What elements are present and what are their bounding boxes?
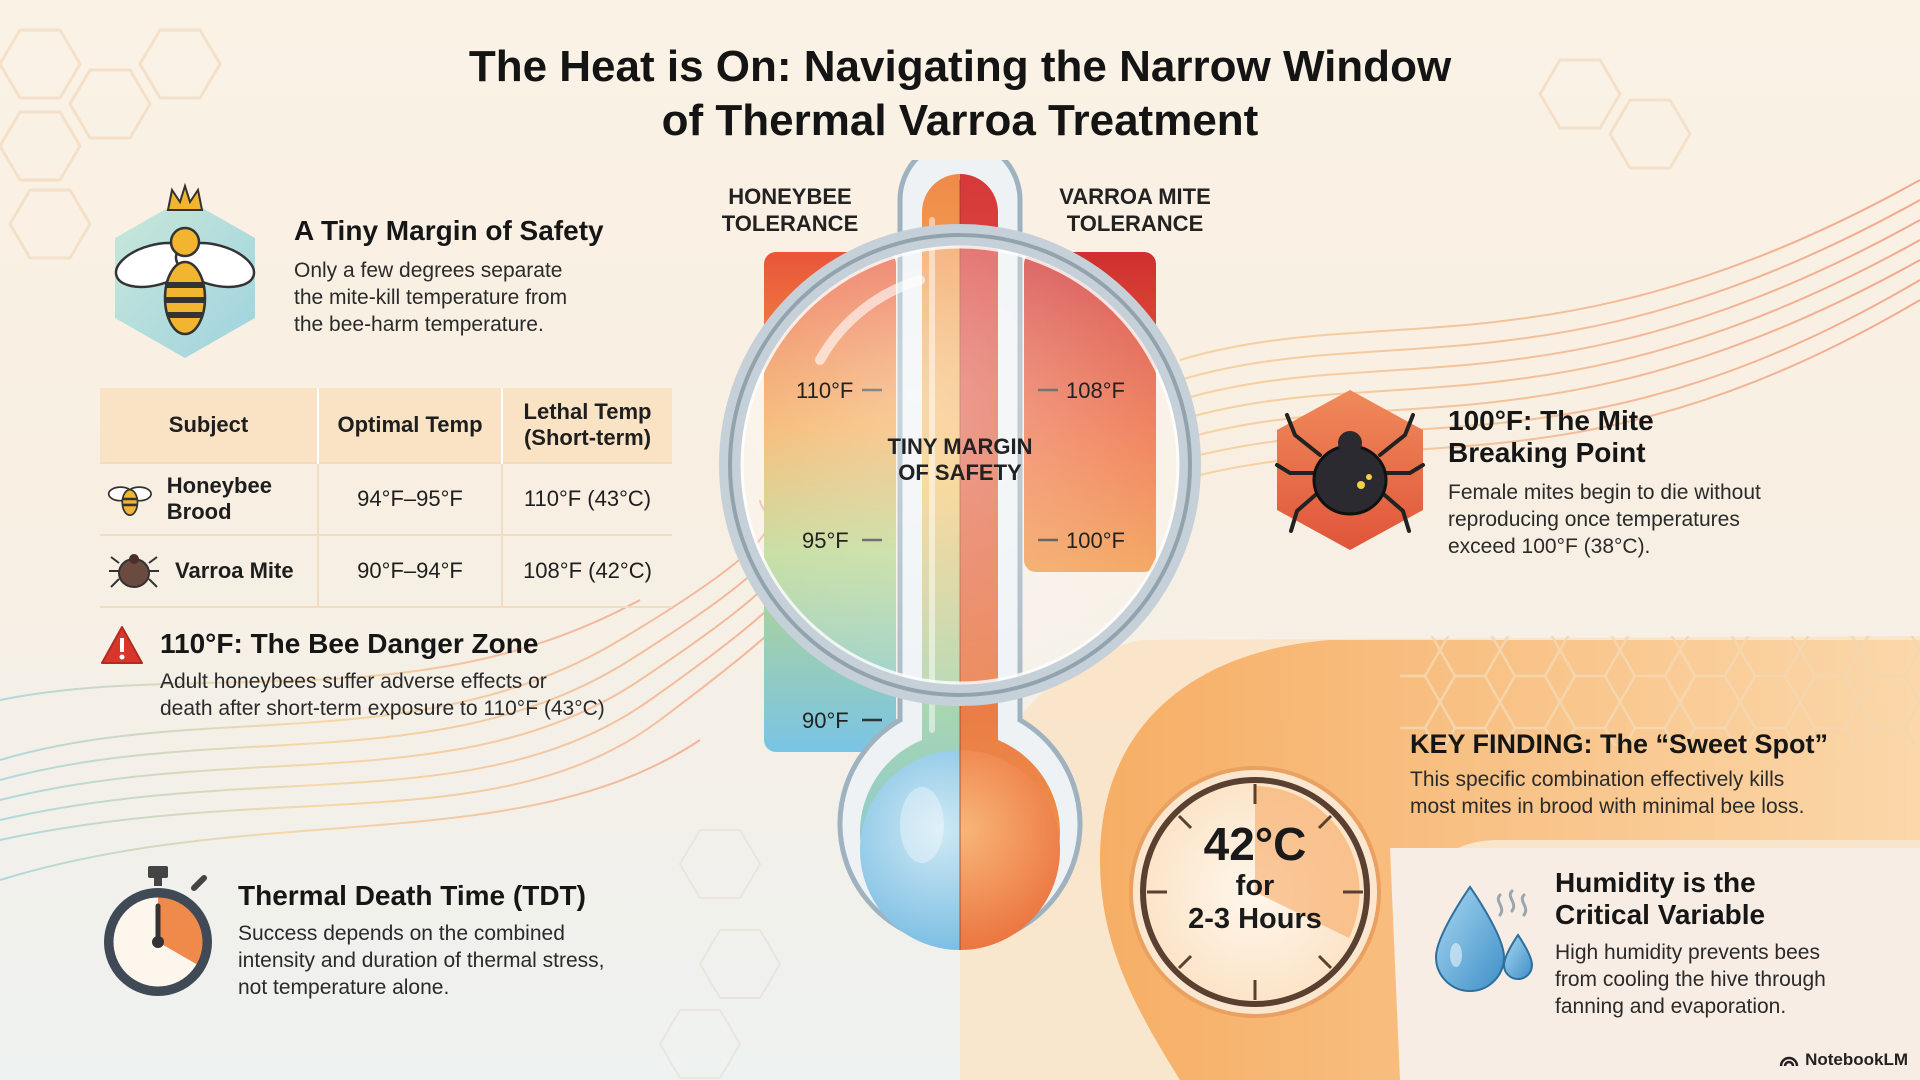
key-finding-heading: KEY FINDING: The “Sweet Spot” [1410, 729, 1829, 759]
table-row: Varroa Mite 90°F–94°F 108°F (42°C) [100, 534, 672, 608]
humidity-body: High humidity prevents bees from cooling… [1555, 939, 1826, 1020]
danger-body-line: death after short-term exposure to 110°F… [160, 697, 605, 720]
cell-lethal: 108°F (42°C) [502, 534, 672, 608]
margin-body: Only a few degrees separate the mite-kil… [294, 257, 604, 338]
humidity-heading-line: Critical Variable [1555, 899, 1766, 930]
magnifier-icon [719, 224, 1201, 706]
clock-dial-icon [1129, 766, 1381, 1018]
honeybee-tolerance-label: HONEYBEE TOLERANCE [721, 184, 859, 236]
tdt-body-line: not temperature alone. [238, 976, 450, 999]
brand-name: NotebookLM [1805, 1050, 1908, 1069]
cell-subject: Honeybee Brood [100, 462, 319, 535]
margin-body-line: the mite-kill temperature from [294, 286, 568, 309]
tdt-heading: Thermal Death Time (TDT) [238, 880, 586, 911]
mite-heading-line: Breaking Point [1448, 437, 1646, 468]
margin-body-line: the bee-harm temperature. [294, 313, 544, 336]
tdt-body-line: intensity and duration of thermal stress… [238, 949, 605, 972]
dial-temperature: 42°C [1203, 818, 1307, 870]
margin-body-line: Only a few degrees separate [294, 259, 563, 282]
humidity-body-line: fanning and evaporation. [1555, 995, 1787, 1018]
mite-body: Female mites begin to die without reprod… [1448, 479, 1761, 560]
stopwatch-icon [104, 866, 212, 996]
notebooklm-logo-icon [1779, 1056, 1799, 1067]
tick-label-90: 90°F [802, 708, 849, 733]
cell-optimal: 90°F–94°F [318, 534, 503, 608]
page-title: The Heat is On: Navigating the Narrow Wi… [300, 40, 1620, 148]
dial-for: for [1235, 870, 1275, 902]
dial-duration: 2-3 Hours [1188, 903, 1322, 935]
table-row: Honeybee Brood 94°F–95°F 110°F (43°C) [100, 462, 672, 535]
humidity-heading-line: Humidity is the [1555, 867, 1756, 898]
subject-label: Honeybee Brood [166, 473, 272, 524]
mite-heading-line: 100°F: The Mite [1448, 405, 1654, 436]
table-header-row: Subject Optimal Temp Lethal Temp (Short-… [100, 388, 672, 463]
tolerance-table: Subject Optimal Temp Lethal Temp (Short-… [100, 388, 672, 608]
mite-heading: 100°F: The Mite Breaking Point [1448, 405, 1761, 469]
warning-icon [101, 626, 143, 664]
key-finding-body: This specific combination effectively ki… [1410, 766, 1828, 820]
mite-icon [1275, 390, 1425, 550]
mite-body-line: reproducing once temperatures [1448, 508, 1740, 531]
crowned-bee-icon [114, 182, 256, 358]
mite-body-line: Female mites begin to die without [1448, 481, 1761, 504]
tick-label-95: 95°F [802, 528, 849, 553]
tdt-body-line: Success depends on the combined [238, 922, 565, 945]
header-subject: Subject [100, 388, 319, 463]
tick-label-110: 110°F [796, 378, 854, 403]
key-finding-body-line: most mites in brood with minimal bee los… [1410, 795, 1805, 818]
mite-icon [109, 554, 159, 588]
cell-subject: Varroa Mite [100, 534, 319, 608]
tdt-body: Success depends on the combined intensit… [238, 920, 605, 1001]
humidity-body-line: High humidity prevents bees [1555, 941, 1820, 964]
mite-body-line: exceed 100°F (38°C). [1448, 535, 1651, 558]
cell-lethal: 110°F (43°C) [502, 462, 672, 535]
subject-label: Varroa Mite [175, 558, 294, 583]
thermometer-graphic [719, 160, 1201, 950]
cell-optimal: 94°F–95°F [318, 462, 503, 535]
danger-body: Adult honeybees suffer adverse effects o… [160, 668, 605, 722]
bee-icon [107, 486, 152, 516]
tick-label-108: 108°F [1066, 378, 1125, 403]
danger-body-line: Adult honeybees suffer adverse effects o… [160, 670, 547, 693]
sweet-spot-dial-text: 42°C for 2-3 Hours [1135, 818, 1375, 936]
header-lethal: Lethal Temp (Short-term) [502, 388, 672, 463]
humidity-body-line: from cooling the hive through [1555, 968, 1826, 991]
brand-watermark: NotebookLM [1779, 1050, 1908, 1070]
key-finding-body-line: This specific combination effectively ki… [1410, 768, 1785, 791]
mite-tolerance-label: VARROA MITE TOLERANCE [1059, 184, 1211, 236]
header-optimal: Optimal Temp [318, 388, 503, 463]
tick-label-100: 100°F [1066, 528, 1125, 553]
water-drop-icon [1434, 885, 1534, 992]
tiny-margin-label: TINY MARGIN OF SAFETY [887, 434, 1033, 485]
danger-heading: 110°F: The Bee Danger Zone [160, 628, 539, 659]
humidity-heading: Humidity is the Critical Variable [1555, 867, 1826, 931]
title-line-2: of Thermal Varroa Treatment [661, 96, 1259, 145]
title-line-1: The Heat is On: Navigating the Narrow Wi… [468, 42, 1452, 91]
margin-heading: A Tiny Margin of Safety [294, 215, 604, 246]
